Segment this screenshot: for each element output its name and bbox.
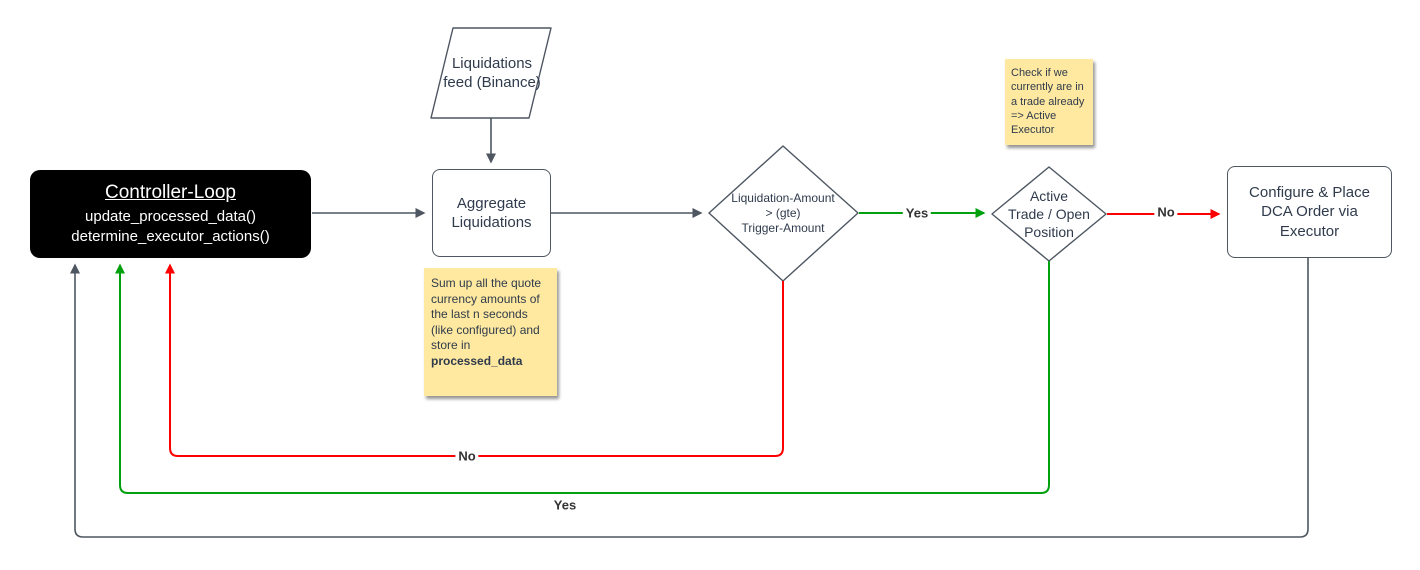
note-sum-quote: Sum up all the quote currency amounts of… bbox=[424, 268, 557, 396]
active-line-2: Trade / Open bbox=[1008, 205, 1090, 222]
active-trade-decision-label: Active Trade / Open Position bbox=[989, 187, 1109, 241]
dca-order-node: Configure & Place DCA Order via Executor bbox=[1227, 166, 1392, 258]
aggregate-liquidations-node: Aggregate Liquidations bbox=[432, 169, 551, 257]
trigger-line-1: Liquidation-Amount bbox=[731, 190, 835, 205]
controller-loop-node: Controller-Loop update_processed_data() … bbox=[30, 170, 311, 258]
active-no-label: No bbox=[1154, 204, 1178, 220]
active-line-3: Position bbox=[1024, 224, 1074, 241]
edge-dca-return-loop bbox=[70, 258, 1309, 538]
edge-active-yes-loop bbox=[115, 261, 1050, 494]
controller-loop-fn1: update_processed_data() bbox=[85, 208, 256, 225]
liquidations-feed-label: Liquidations feed (Binance) bbox=[443, 55, 541, 91]
active-yes-loop-label: Yes bbox=[553, 497, 577, 513]
note-sum-bold: processed_data bbox=[431, 353, 523, 368]
trigger-line-3: Trigger-Amount bbox=[741, 220, 825, 235]
trigger-no-loop-label: No bbox=[455, 448, 479, 464]
note-check-active: Check if we currently are in a trade alr… bbox=[1005, 59, 1093, 145]
trigger-line-2: > (gte) bbox=[765, 205, 801, 220]
active-line-1: Active bbox=[1029, 187, 1069, 204]
trigger-yes-label: Yes bbox=[902, 205, 932, 221]
controller-loop-fn2: determine_executor_actions() bbox=[71, 227, 270, 245]
note-sum-text: Sum up all the quote currency amounts of… bbox=[431, 276, 542, 353]
controller-loop-title: Controller-Loop bbox=[105, 182, 236, 203]
liquidations-feed-parallelogram bbox=[430, 27, 552, 119]
trigger-decision-label: Liquidation-Amount > (gte) Trigger-Amoun… bbox=[713, 186, 853, 240]
